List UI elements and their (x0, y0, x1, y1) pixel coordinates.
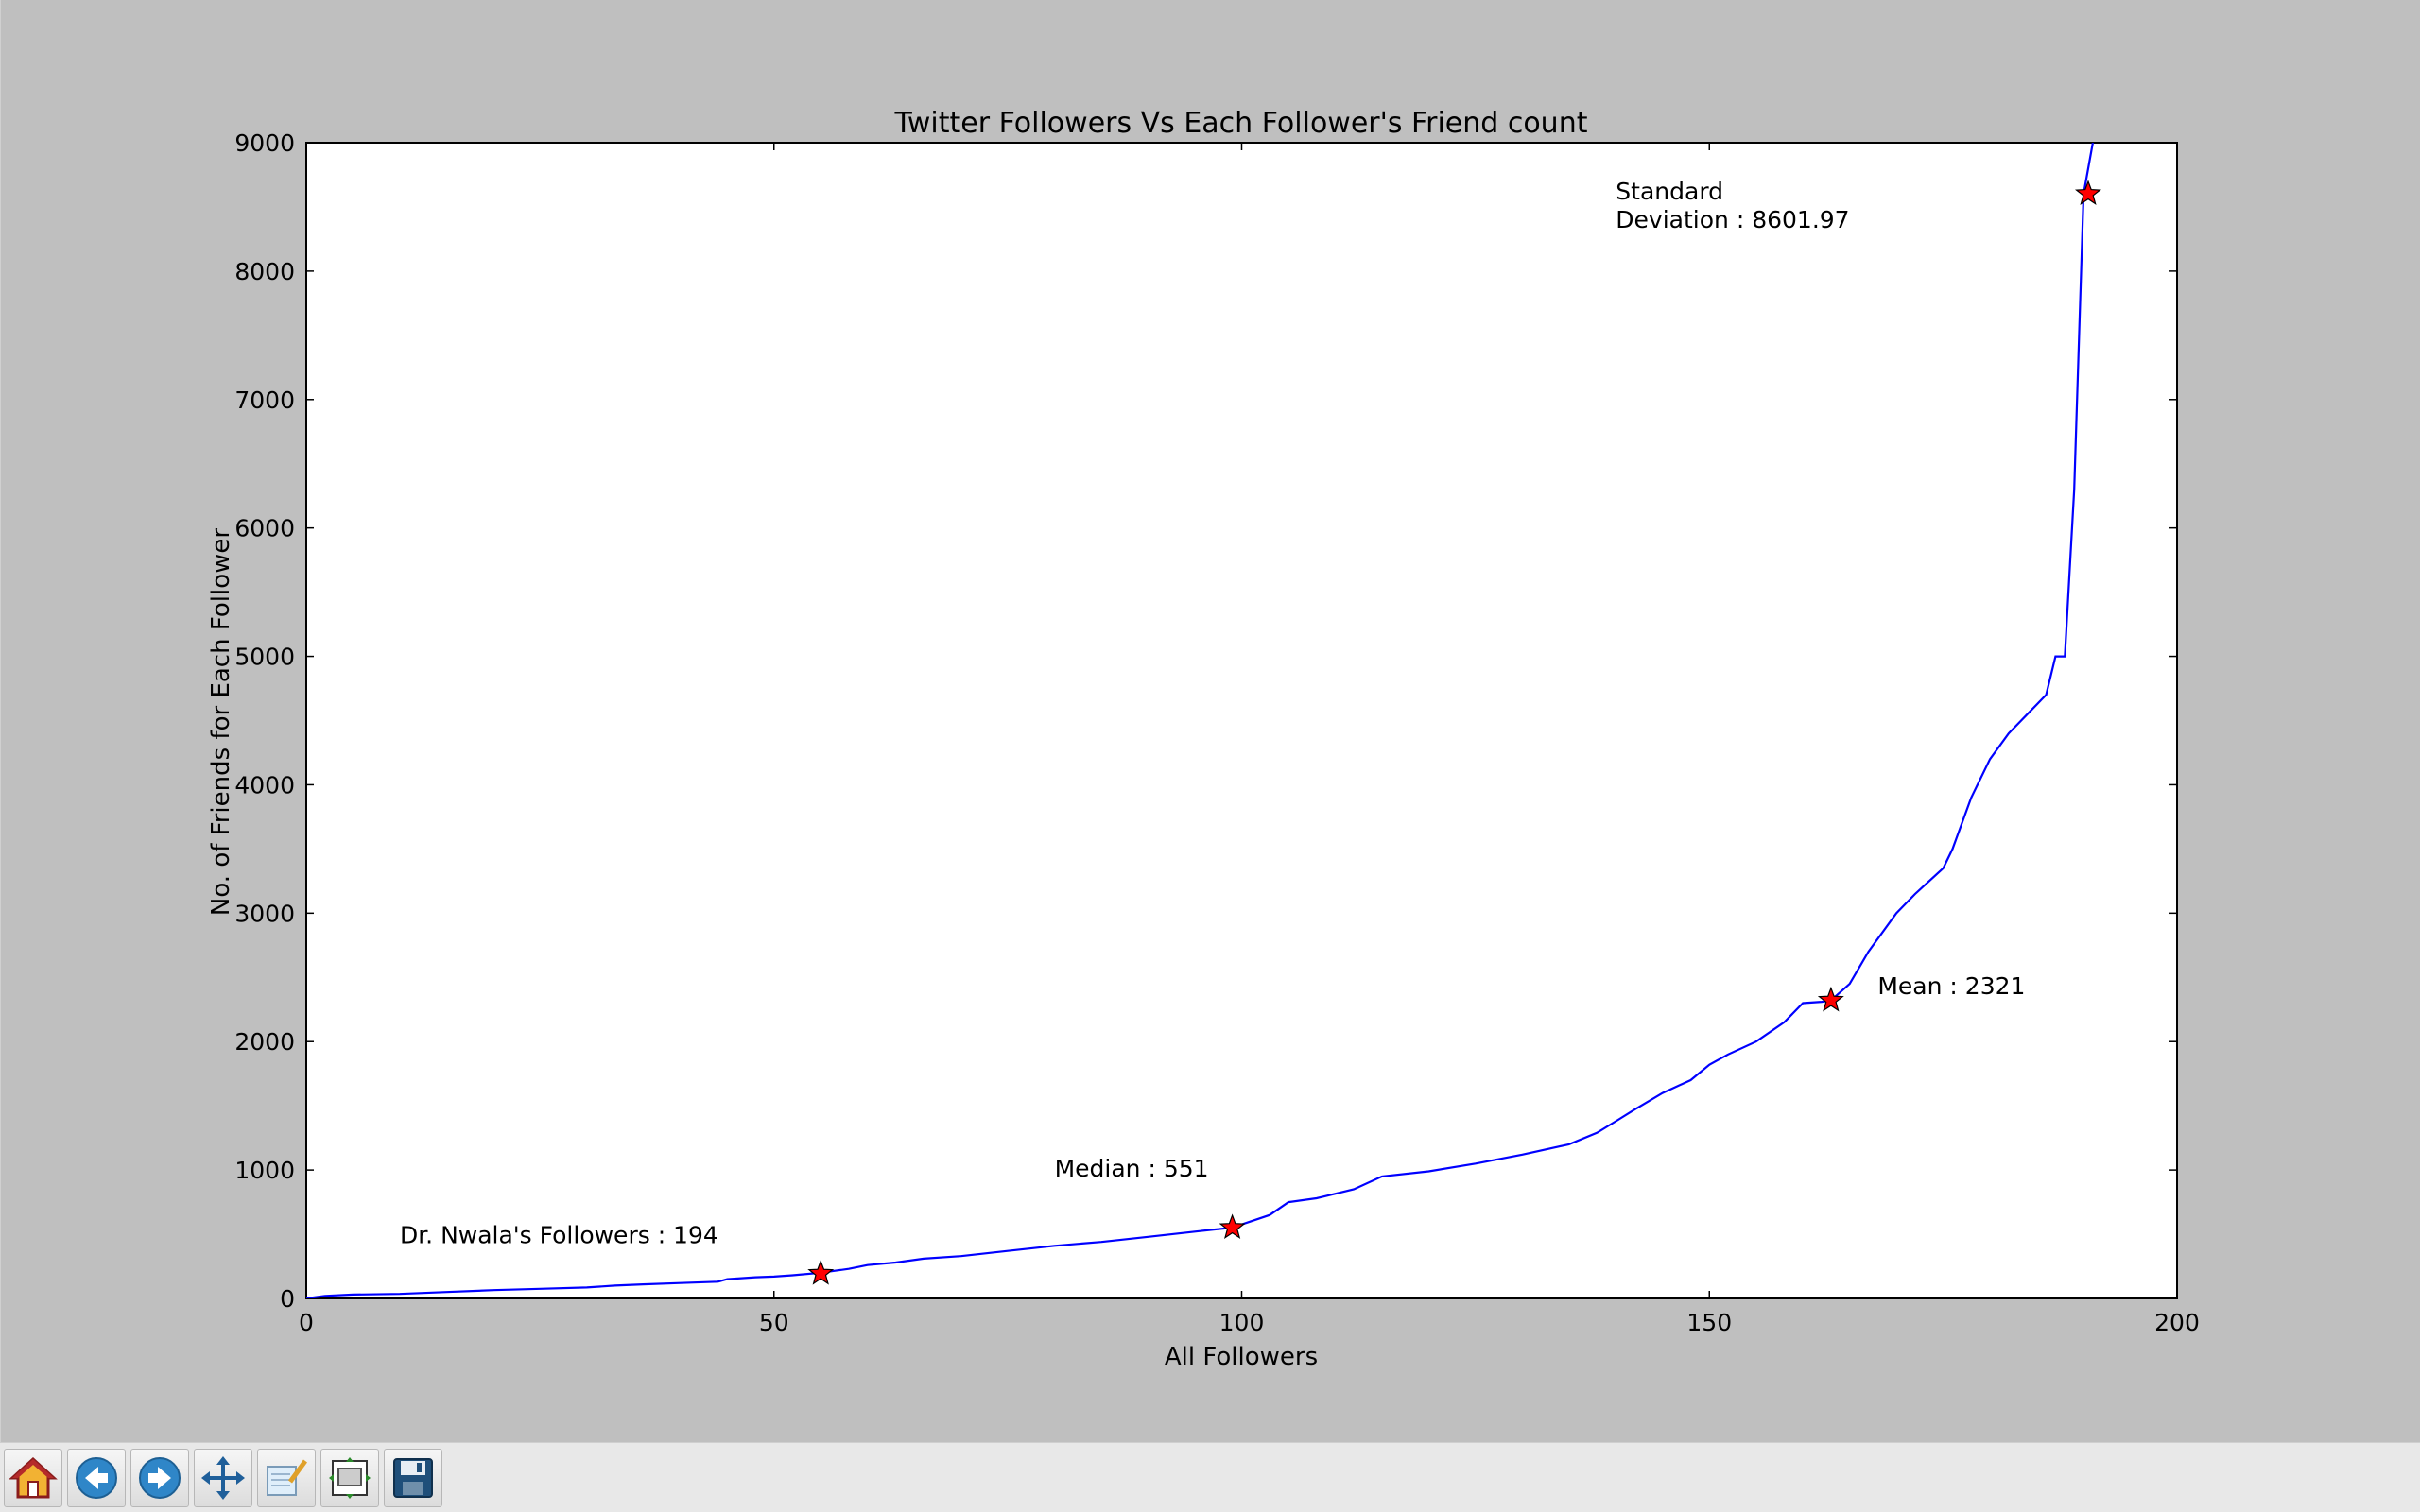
star-marker (1817, 986, 1844, 1012)
series-line (306, 143, 2094, 1298)
marker-layer: Dr. Nwala's Followers : 194 Median : 551 M… (400, 178, 2102, 1285)
y-tick-label: 1000 (234, 1157, 295, 1184)
figure-canvas: Twitter Followers Vs Each Follower's Fri… (0, 0, 2200, 1442)
y-tick-label: 5000 (234, 644, 295, 671)
save-button[interactable] (384, 1448, 442, 1507)
save-icon (393, 1457, 433, 1498)
x-tick-label: 50 (759, 1309, 789, 1336)
y-tick-label: 8000 (234, 258, 295, 285)
annotation-label: Mean : 2321 (1877, 972, 2025, 1000)
x-tick-label: 100 (1219, 1309, 1265, 1336)
subplots-button[interactable] (320, 1448, 379, 1507)
home-icon (9, 1456, 58, 1498)
axis-ticks: 0 50 100 150 2000100020003000400050006000700… (234, 129, 2199, 1336)
x-tick-label: 0 (299, 1309, 314, 1336)
zoom-button[interactable] (257, 1448, 316, 1507)
back-button[interactable] (67, 1448, 126, 1507)
star-marker (1219, 1213, 1246, 1239)
y-tick-label: 7000 (234, 387, 295, 414)
arrow-left-icon (76, 1456, 117, 1499)
x-tick-label: 150 (1686, 1309, 1732, 1336)
annotation-label: Median : 551 (1055, 1155, 1209, 1182)
arrow-right-icon (139, 1456, 181, 1499)
y-axis-label: No. of Friends for Each Follower (207, 528, 235, 916)
y-tick-label: 6000 (234, 515, 295, 542)
star-marker (2074, 180, 2102, 205)
y-tick-label: 2000 (234, 1028, 295, 1056)
zoom-rect-icon (267, 1459, 308, 1496)
x-axis-label: All Followers (1165, 1343, 1318, 1371)
y-tick-label: 4000 (234, 771, 295, 799)
chart: Twitter Followers Vs Each Follower's Fri… (207, 107, 2200, 1371)
line-layer (306, 143, 2094, 1298)
axes-area (305, 142, 2178, 1299)
y-tick-label: 3000 (234, 900, 295, 927)
chart-title: Twitter Followers Vs Each Follower's Fri… (894, 107, 1588, 140)
y-tick-label: 9000 (234, 129, 295, 157)
star-marker (807, 1259, 835, 1285)
forward-button[interactable] (130, 1448, 189, 1507)
annotation-label: Dr. Nwala's Followers : 194 (400, 1222, 718, 1249)
x-tick-label: 200 (2154, 1309, 2200, 1336)
home-button[interactable] (4, 1448, 62, 1507)
navigation-toolbar (0, 1442, 2420, 1512)
move-icon (201, 1455, 245, 1500)
annotation-label: Standard Deviation : 8601.97 (1616, 178, 1849, 233)
subplots-icon (329, 1456, 371, 1499)
pan-button[interactable] (194, 1448, 252, 1507)
y-tick-label: 0 (280, 1285, 295, 1313)
